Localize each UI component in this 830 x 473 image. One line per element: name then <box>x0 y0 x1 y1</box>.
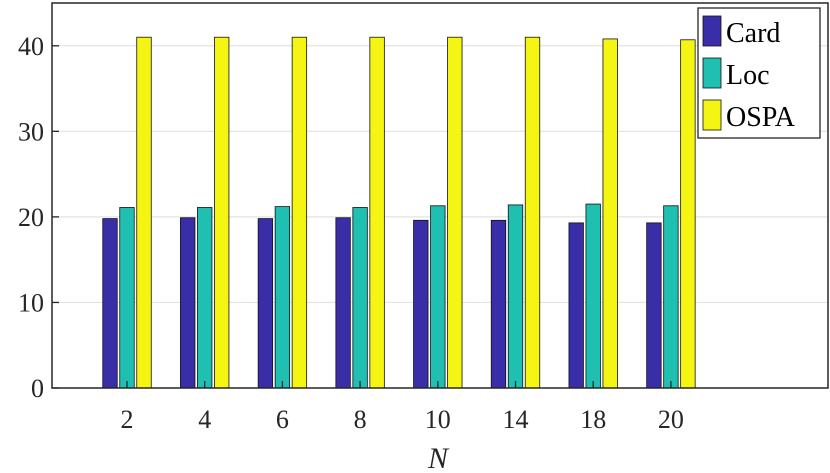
bar-card-20 <box>646 222 662 389</box>
bar-card-10 <box>413 219 429 389</box>
bar-ospa-4 <box>214 36 230 389</box>
plot-area-frame <box>51 2 829 389</box>
legend-swatch-ospa <box>702 99 722 131</box>
x-tick-label: 14 <box>503 405 529 434</box>
legend-swatch-card <box>702 15 722 47</box>
x-axis: 2 4 6 8 10 14 18 20 <box>121 381 684 434</box>
bar-ospa-2 <box>136 36 152 389</box>
bar-card-4 <box>180 217 196 389</box>
x-tick-label: 8 <box>354 405 367 434</box>
legend-label-card: Card <box>726 18 780 49</box>
bar-loc-4 <box>197 207 213 389</box>
bar-card-14 <box>490 219 507 389</box>
bar-loc-20 <box>663 205 679 389</box>
bar-loc-18 <box>585 203 601 389</box>
bar-card-6 <box>257 218 274 389</box>
bar-card-8 <box>335 217 351 389</box>
y-tick-label: 30 <box>18 117 44 146</box>
legend-swatch-loc <box>702 57 722 89</box>
legend-label-loc: Loc <box>726 60 770 91</box>
legend: Card Loc OSPA <box>697 7 821 139</box>
x-tick-label: 18 <box>580 405 606 434</box>
y-tick-label: 10 <box>18 288 44 317</box>
legend-label-ospa: OSPA <box>726 102 796 133</box>
x-tick-label: 10 <box>425 405 451 434</box>
bar-ospa-20 <box>680 39 696 389</box>
bars <box>102 36 696 389</box>
bar-card-2 <box>102 218 118 389</box>
bar-ospa-6 <box>291 36 308 389</box>
x-tick-label: 20 <box>658 405 684 434</box>
bar-ospa-8 <box>369 36 385 389</box>
y-tick-label: 20 <box>18 203 44 232</box>
bar-loc-8 <box>352 207 368 389</box>
bar-card-18 <box>568 222 584 389</box>
bar-loc-2 <box>119 207 135 389</box>
bar-ospa-14 <box>524 36 541 389</box>
y-axis: 0 10 20 30 40 <box>18 32 59 403</box>
y-tick-label: 0 <box>31 374 44 403</box>
bar-ospa-10 <box>447 36 463 389</box>
bar-loc-14 <box>507 204 524 389</box>
x-tick-label: 6 <box>276 405 289 434</box>
y-tick-label: 40 <box>18 32 44 61</box>
bar-loc-10 <box>430 205 446 389</box>
x-tick-label: 2 <box>121 405 134 434</box>
bar-ospa-18 <box>602 38 618 389</box>
x-tick-label: 4 <box>198 405 211 434</box>
x-axis-label: N <box>427 442 450 473</box>
bar-loc-6 <box>274 206 291 389</box>
